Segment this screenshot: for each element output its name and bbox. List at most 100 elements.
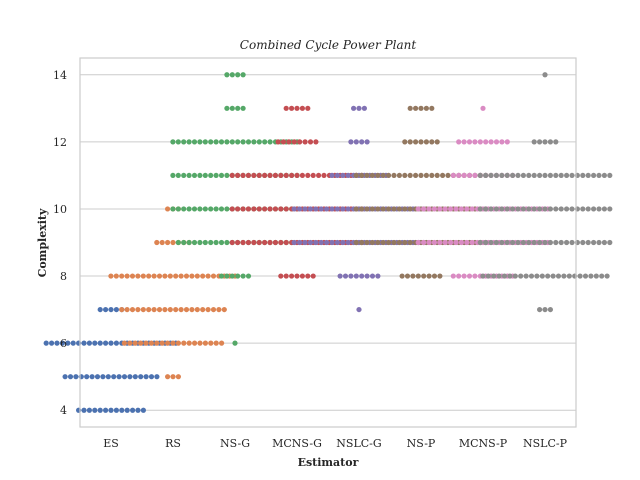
data-point bbox=[135, 407, 141, 413]
data-point bbox=[307, 139, 314, 145]
data-point bbox=[418, 172, 424, 179]
data-point bbox=[334, 172, 340, 179]
y-tick-label: 12 bbox=[53, 136, 67, 149]
data-point bbox=[520, 206, 527, 212]
data-point bbox=[262, 206, 268, 212]
data-point bbox=[386, 239, 392, 246]
data-point bbox=[537, 206, 543, 212]
data-point bbox=[418, 105, 424, 111]
data-point bbox=[313, 139, 319, 145]
data-point bbox=[407, 239, 413, 246]
data-point bbox=[213, 139, 219, 145]
data-point bbox=[585, 172, 591, 179]
data-point bbox=[561, 273, 567, 279]
x-tick-label: NSLC-P bbox=[523, 437, 568, 450]
data-point bbox=[186, 206, 192, 212]
data-point bbox=[426, 239, 432, 246]
data-point bbox=[202, 340, 208, 346]
data-point bbox=[448, 239, 454, 246]
data-point bbox=[289, 105, 295, 111]
data-point bbox=[569, 239, 575, 246]
data-point bbox=[375, 273, 381, 279]
data-point bbox=[197, 139, 203, 145]
data-point bbox=[100, 374, 106, 380]
data-point bbox=[472, 273, 478, 279]
data-point bbox=[431, 273, 438, 279]
data-point bbox=[340, 172, 346, 179]
data-point bbox=[86, 407, 92, 413]
x-tick-label: NSLC-G bbox=[336, 437, 381, 450]
data-point bbox=[342, 273, 349, 279]
data-point bbox=[472, 172, 478, 179]
data-point bbox=[267, 206, 273, 212]
data-point bbox=[396, 206, 402, 212]
data-point bbox=[526, 239, 532, 246]
data-point bbox=[256, 206, 262, 212]
data-point bbox=[256, 139, 262, 145]
data-point bbox=[229, 139, 235, 145]
data-point bbox=[591, 239, 597, 246]
data-point bbox=[402, 139, 408, 145]
data-point bbox=[501, 273, 508, 279]
data-point bbox=[564, 206, 570, 212]
data-point bbox=[240, 72, 246, 78]
data-point bbox=[359, 273, 365, 279]
y-tick-label: 8 bbox=[60, 270, 67, 283]
data-point bbox=[154, 374, 160, 380]
data-point bbox=[181, 139, 187, 145]
data-point bbox=[493, 239, 499, 246]
data-point bbox=[553, 206, 559, 212]
data-point bbox=[148, 340, 154, 346]
data-point bbox=[262, 239, 268, 246]
data-point bbox=[440, 172, 446, 179]
data-point bbox=[553, 239, 559, 246]
data-point bbox=[251, 139, 257, 145]
data-point bbox=[240, 273, 246, 279]
x-tick-label: MCNS-P bbox=[459, 437, 508, 450]
data-point bbox=[170, 374, 176, 380]
data-point bbox=[272, 172, 278, 179]
data-point bbox=[224, 273, 230, 279]
data-point bbox=[520, 239, 527, 246]
data-points bbox=[43, 72, 613, 413]
data-point bbox=[305, 273, 311, 279]
data-point bbox=[353, 172, 359, 179]
data-point bbox=[504, 172, 510, 179]
data-point bbox=[121, 374, 128, 380]
data-point bbox=[426, 206, 432, 212]
data-point bbox=[240, 239, 246, 246]
data-point bbox=[458, 206, 464, 212]
data-point bbox=[310, 273, 316, 279]
data-point bbox=[267, 172, 273, 179]
data-point bbox=[348, 273, 354, 279]
data-point bbox=[245, 172, 251, 179]
data-point bbox=[310, 172, 316, 179]
data-point bbox=[240, 206, 246, 212]
data-point bbox=[324, 239, 330, 246]
data-point bbox=[526, 206, 532, 212]
data-point bbox=[129, 306, 136, 313]
data-point bbox=[329, 239, 335, 246]
data-point bbox=[375, 206, 381, 212]
data-point bbox=[92, 407, 98, 413]
data-point bbox=[499, 172, 505, 179]
data-point bbox=[464, 206, 470, 212]
data-point bbox=[291, 139, 297, 145]
data-point bbox=[283, 273, 289, 279]
data-point bbox=[569, 206, 575, 212]
data-point bbox=[81, 340, 87, 346]
data-point bbox=[601, 239, 608, 246]
data-point bbox=[219, 340, 225, 346]
data-point bbox=[175, 374, 181, 380]
data-point bbox=[585, 206, 591, 212]
data-point bbox=[103, 340, 109, 346]
data-point bbox=[272, 239, 278, 246]
data-point bbox=[213, 172, 219, 179]
data-point bbox=[235, 239, 241, 246]
plot-frame bbox=[79, 57, 577, 428]
data-point bbox=[140, 306, 146, 313]
data-point bbox=[218, 239, 225, 246]
data-point bbox=[240, 172, 246, 179]
data-point bbox=[364, 139, 370, 145]
data-point bbox=[364, 206, 370, 212]
